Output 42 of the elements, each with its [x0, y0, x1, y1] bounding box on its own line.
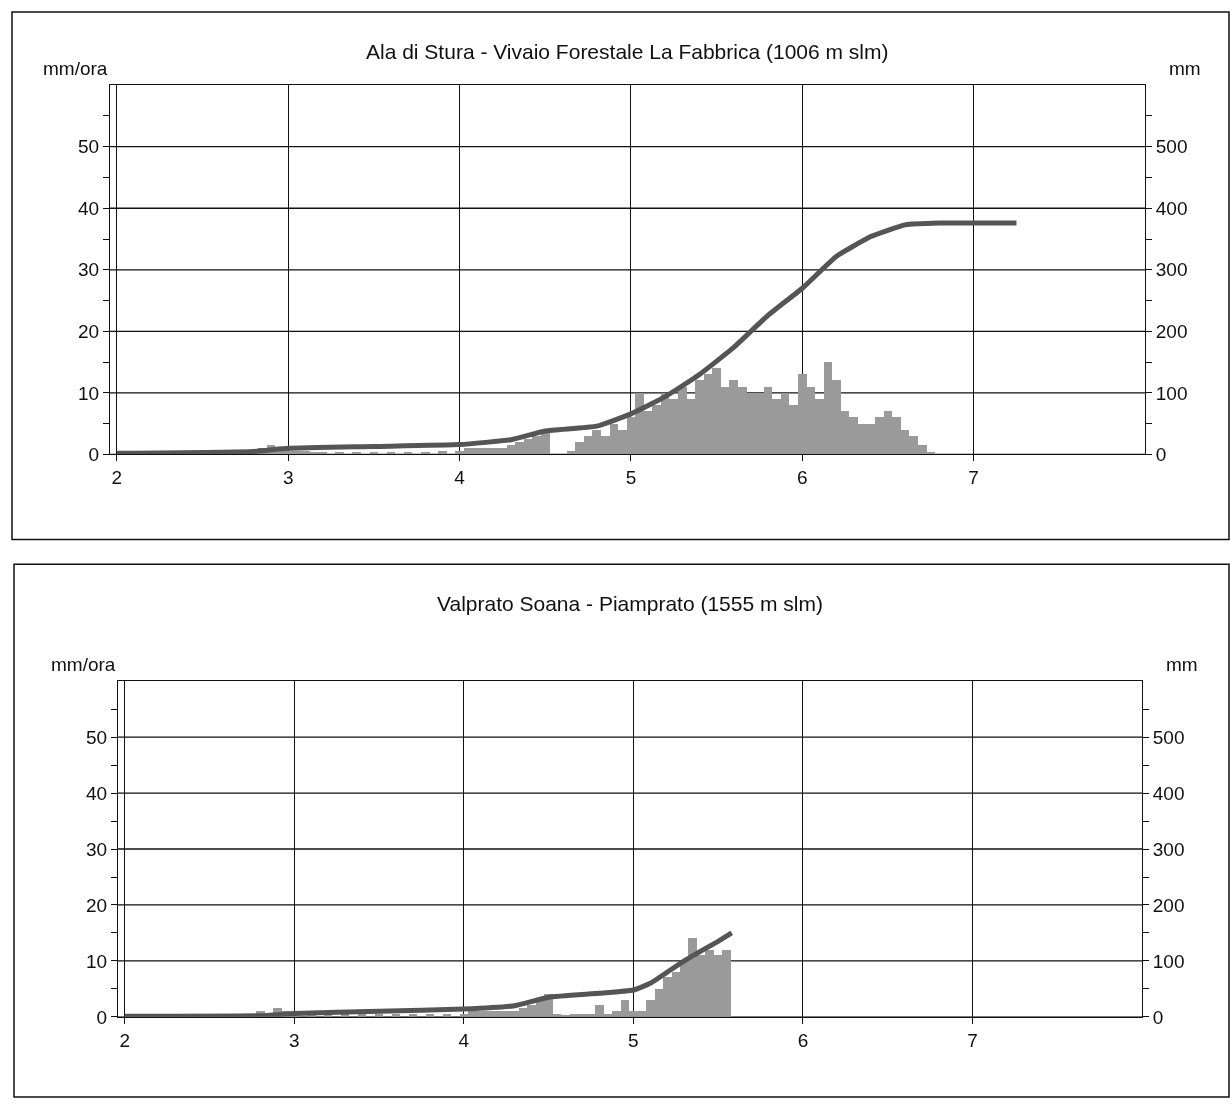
- y-axis-title: mm/ora: [43, 58, 108, 79]
- y-tick-label: 50: [78, 136, 100, 158]
- y2-axis-title: mm: [1169, 58, 1201, 79]
- y2-tick-label: 200: [1155, 321, 1188, 343]
- y-tick-label: 50: [86, 726, 108, 748]
- x-tick-label: 3: [289, 1029, 300, 1051]
- x-tick-label: 2: [119, 1029, 131, 1051]
- y-tick-label: 30: [78, 259, 100, 281]
- x-tick-label: 7: [968, 467, 979, 489]
- y2-tick-label: 0: [1155, 444, 1167, 466]
- chart-title: Valprato Soana - Piamprato (1555 m slm): [437, 592, 823, 615]
- y-axis-title: mm/ora: [51, 654, 116, 675]
- y2-tick-label: 200: [1152, 894, 1185, 916]
- x-tick-label: 2: [111, 467, 123, 489]
- y2-tick-label: 500: [1155, 136, 1188, 158]
- y2-tick-label: 400: [1155, 197, 1188, 219]
- x-tick-label: 6: [797, 1029, 809, 1051]
- y-tick-label: 0: [96, 1006, 108, 1028]
- y2-tick-label: 300: [1152, 838, 1185, 860]
- x-tick-label: 3: [282, 467, 294, 489]
- y-tick-label: 30: [86, 838, 108, 860]
- x-tick-label: 5: [628, 1029, 639, 1051]
- y-tick-label: 40: [86, 782, 108, 804]
- chart-title: Ala di Stura - Vivaio Forestale La Fabbrica (1006 m slm): [366, 40, 889, 63]
- y2-tick-label: 300: [1155, 259, 1188, 281]
- y-tick-label: 0: [88, 444, 100, 466]
- x-tick-label: 7: [967, 1029, 978, 1051]
- y-tick-label: 20: [86, 894, 108, 916]
- x-tick-label: 6: [796, 467, 808, 489]
- y2-axis-title: mm: [1166, 654, 1198, 675]
- y2-tick-label: 400: [1152, 782, 1185, 804]
- y2-tick-label: 500: [1152, 726, 1185, 748]
- y-tick-label: 40: [78, 197, 100, 219]
- y-tick-label: 20: [78, 321, 100, 343]
- y2-tick-label: 100: [1155, 382, 1188, 404]
- y2-tick-label: 0: [1152, 1006, 1164, 1028]
- y-tick-label: 10: [86, 950, 108, 972]
- x-tick-label: 4: [454, 467, 466, 489]
- y-tick-label: 10: [78, 382, 100, 404]
- y2-tick-label: 100: [1152, 950, 1185, 972]
- x-tick-label: 4: [458, 1029, 470, 1051]
- x-tick-label: 5: [625, 467, 637, 489]
